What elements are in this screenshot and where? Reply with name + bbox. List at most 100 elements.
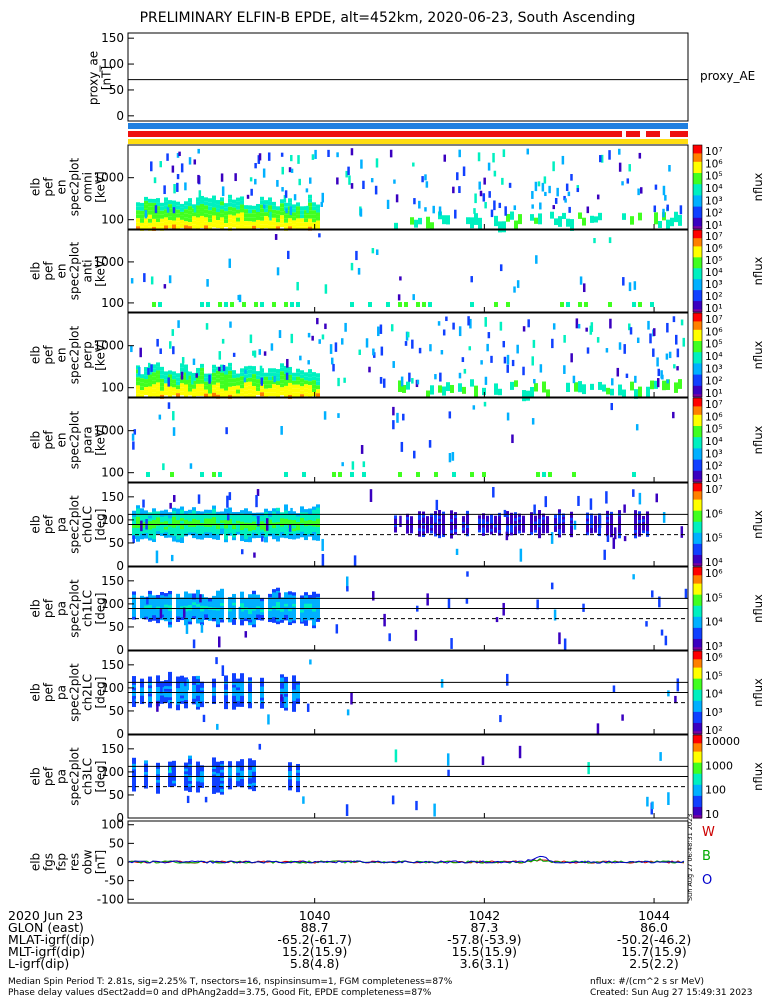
panel-ch1LC-tick-label-1: 100 xyxy=(101,597,124,611)
panel-anti-colorbar-label: nflux xyxy=(751,256,765,285)
panel-perp-ylabel: elb pef en spec2plot perp [keV] xyxy=(29,325,108,384)
panel-ch3LC-colorbar-tick-2: 100 xyxy=(705,784,726,797)
footer-line1-right: nflux: #/(cm^2 s sr MeV) xyxy=(590,977,704,987)
panel-omni-colorbar-tick-3: 10⁴ xyxy=(705,183,723,195)
panel-anti-ylabel-line-4: anti xyxy=(81,260,95,283)
panel-ch0LC-ylabel-line-0: elb xyxy=(29,515,43,533)
panel-omni-ylabel: elb pef en spec2plot omni [keV] xyxy=(29,157,108,216)
ephem-col-0-row-3: 15.2(15.9) xyxy=(281,944,348,959)
panel-omni-tick-label-1: 100 xyxy=(101,213,124,227)
panel-ch1LC-colorbar-tick-0: 10⁶ xyxy=(705,568,723,580)
ephem-label-4: L-igrf(dip) xyxy=(8,956,70,971)
obw-series-O xyxy=(128,855,685,864)
panel-ch2LC-ylabel-line-2: pa xyxy=(55,685,69,700)
panel-omni-colorbar-tick-4: 10³ xyxy=(705,195,723,207)
ephem-col-1-row-1: 87.3 xyxy=(470,920,499,935)
ephem-col-2-row-2: -50.2(-46.2) xyxy=(616,932,692,947)
panel-ch2LC-colorbar-tick-3: 10³ xyxy=(705,707,723,719)
panel-ch0LC-tick-label-2: 50 xyxy=(109,536,124,550)
panel-ch2LC-ylabel-line-0: elb xyxy=(29,683,43,701)
obw-legend-B: B xyxy=(702,849,711,864)
panel-ch2LC-ylabel-line-5: [deg] xyxy=(94,677,108,709)
panel-ch2LC-colorbar-tick-1: 10⁵ xyxy=(705,670,723,682)
panel-perp-frame xyxy=(127,312,689,398)
footer-line2-left: Phase delay values dSect2add=0 and dPhAn… xyxy=(8,988,432,998)
panel-omni-ylabel-line-1: pef xyxy=(42,177,56,197)
panel-para-colorbar-tick-4: 10³ xyxy=(705,448,723,460)
panel-ch0LC-ylabel: elb pef pa spec2plot ch0LC [deg] xyxy=(29,495,108,554)
panel-perp-colorbar-tick-4: 10³ xyxy=(705,363,723,375)
panel-ch1LC-ylabel-line-4: ch1LC xyxy=(81,590,95,627)
panel-ch3LC-ylabel-line-1: pef xyxy=(42,766,56,786)
panel-omni-colorbar-label: nflux xyxy=(751,172,765,201)
panel-perp-colorbar-tick-0: 10⁷ xyxy=(705,314,723,326)
panel-anti-tick-label-0: 1000 xyxy=(93,255,124,269)
panel-perp-ylabel-line-2: en xyxy=(55,348,69,363)
panel-para-ylabel-line-0: elb xyxy=(29,431,43,449)
panel-para-colorbar xyxy=(692,397,703,483)
panel-para-colorbar-tick-5: 10² xyxy=(705,461,723,473)
panel-omni-colorbar-tick-1: 10⁶ xyxy=(705,158,723,170)
ephem-col-0-row-2: -65.2(-61.7) xyxy=(277,932,352,947)
proxy-ae-ylabel: proxy_ae [nT] xyxy=(87,51,114,105)
panel-ch0LC-ylabel-line-4: ch0LC xyxy=(81,506,95,543)
status-bar-gap-1 xyxy=(640,131,646,137)
panel-perp-colorbar-label: nflux xyxy=(751,340,765,369)
panel-omni-ylabel-line-0: elb xyxy=(29,178,43,196)
panel-perp-ylabel-line-4: perp xyxy=(81,341,95,369)
panel-ch1LC-ylabel-line-1: pef xyxy=(42,598,56,618)
panel-anti-ylabel-line-0: elb xyxy=(29,262,43,280)
panel-para-colorbar-label: nflux xyxy=(751,425,765,454)
panel-ch3LC-colorbar-tick-0: 10000 xyxy=(705,735,740,748)
obw-ylabel-line-2: fsp xyxy=(55,853,69,871)
panel-omni-colorbar-tick-0: 10⁷ xyxy=(705,146,723,158)
panel-ch3LC-colorbar-tick-1: 1000 xyxy=(705,759,733,772)
panel-ch3LC-colorbar xyxy=(692,734,703,819)
panel-ch3LC-tick-label-2: 50 xyxy=(109,788,124,802)
panel-ch2LC-ylabel-line-3: spec2plot xyxy=(68,663,82,722)
panel-para xyxy=(131,401,675,477)
panel-ch1LC-tick-label-3: 0 xyxy=(116,643,124,657)
ephem-col-1-row-4: 3.6(3.1) xyxy=(459,956,510,971)
panel-ch3LC-tick-label-0: 150 xyxy=(101,742,124,756)
panel-ch2LC-colorbar-tick-0: 10⁶ xyxy=(705,652,723,664)
panel-para-colorbar-tick-3: 10⁴ xyxy=(705,436,723,448)
panel-ch2LC-ylabel-line-4: ch2LC xyxy=(81,674,95,711)
panel-ch2LC-ylabel: elb pef pa spec2plot ch2LC [deg] xyxy=(29,663,108,722)
ephem-col-2-row-3: 15.7(15.9) xyxy=(621,944,687,959)
proxy-ae-tick-label-2: 50 xyxy=(109,83,124,97)
panel-para-ylabel: elb pef en spec2plot para [keV] xyxy=(29,410,108,469)
panel-ch2LC-frame xyxy=(127,650,689,735)
panel-omni-colorbar-frame xyxy=(692,144,703,230)
panel-ch2LC-colorbar-label: nflux xyxy=(751,678,765,707)
obw-ylabel: elb fgs fsp res obw [nT] xyxy=(29,849,108,874)
obw-tick-label-0: 100 xyxy=(101,818,124,832)
ephem-col-0-row-4: 5.8(4.8) xyxy=(289,956,340,971)
panel-perp xyxy=(130,316,686,402)
panel-ch0LC-ylabel-line-3: spec2plot xyxy=(68,495,82,554)
proxy-ae-tick-label-0: 150 xyxy=(101,31,124,45)
status-bar-blue xyxy=(128,123,688,129)
panel-para-colorbar-frame xyxy=(692,397,703,483)
panel-ch2LC-ylabel-line-1: pef xyxy=(42,682,56,702)
panel-omni-frame xyxy=(127,144,689,230)
panel-perp-colorbar xyxy=(692,312,703,398)
obw-tick-label-4: -100 xyxy=(97,892,124,906)
panel-para-ylabel-line-1: pef xyxy=(42,430,56,450)
obw-legend-O: O xyxy=(702,873,712,888)
panel-perp-tick-label-0: 1000 xyxy=(93,339,124,353)
obw-ylabel-line-1: fgs xyxy=(42,853,56,871)
panel-ch1LC-colorbar-tick-3: 10³ xyxy=(705,641,723,653)
panel-ch3LC-ylabel: elb pef pa spec2plot ch3LC [deg] xyxy=(29,747,108,806)
panel-anti-colorbar-tick-4: 10³ xyxy=(705,279,723,291)
panel-anti-colorbar-tick-0: 10⁷ xyxy=(705,231,723,243)
panel-ch0LC-colorbar-tick-0: 10⁷ xyxy=(705,484,723,496)
panel-omni-ylabel-line-4: omni xyxy=(81,172,95,202)
panel-ch1LC-colorbar-frame xyxy=(692,566,703,651)
panel-ch0LC-colorbar-tick-1: 10⁶ xyxy=(705,508,723,520)
panel-anti-colorbar-frame xyxy=(692,229,703,313)
panel-perp-colorbar-tick-1: 10⁶ xyxy=(705,326,723,338)
panel-omni-colorbar-tick-6: 10¹ xyxy=(705,220,723,232)
panel-ch0LC-colorbar-tick-2: 10⁵ xyxy=(705,533,723,545)
